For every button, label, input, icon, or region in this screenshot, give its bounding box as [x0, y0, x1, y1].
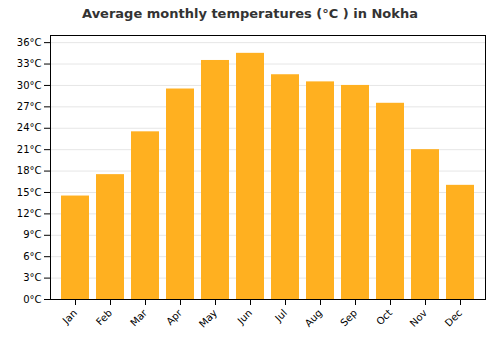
html-text:Average monthly temperatures (: Average monthly temperatures (°C ) in No… — [82, 6, 418, 21]
svg-text:Aug: Aug — [303, 307, 325, 329]
svg-text:Apr: Apr — [164, 307, 185, 328]
svg-text:30°C: 30°C — [17, 80, 42, 91]
svg-text:27°C: 27°C — [17, 101, 42, 112]
svg-text:36°C: 36°C — [17, 37, 42, 48]
svg-text:9°C: 9°C — [23, 229, 41, 240]
svg-text:Sep: Sep — [338, 307, 359, 328]
svg-text:May: May — [197, 307, 219, 329]
svg-text:3°C: 3°C — [23, 272, 41, 283]
svg-text:Dec: Dec — [443, 307, 464, 328]
svg-text:24°C: 24°C — [17, 122, 42, 133]
svg-text:Jan: Jan — [60, 307, 79, 326]
svg-text:Jul: Jul — [272, 307, 289, 324]
svg-text:Nov: Nov — [408, 307, 430, 329]
svg-text:Jun: Jun — [235, 307, 255, 327]
svg-text:15°C: 15°C — [17, 187, 42, 198]
svg-text:33°C: 33°C — [17, 58, 42, 69]
svg-text:Feb: Feb — [94, 307, 114, 327]
svg-text:Mar: Mar — [128, 307, 150, 329]
svg-text:12°C: 12°C — [17, 208, 42, 219]
svg-text:Oct: Oct — [374, 307, 394, 327]
svg-text:0°C: 0°C — [23, 294, 41, 305]
svg-text:18°C: 18°C — [17, 165, 42, 176]
svg-text:6°C: 6°C — [23, 251, 41, 262]
svg-text:21°C: 21°C — [17, 144, 42, 155]
